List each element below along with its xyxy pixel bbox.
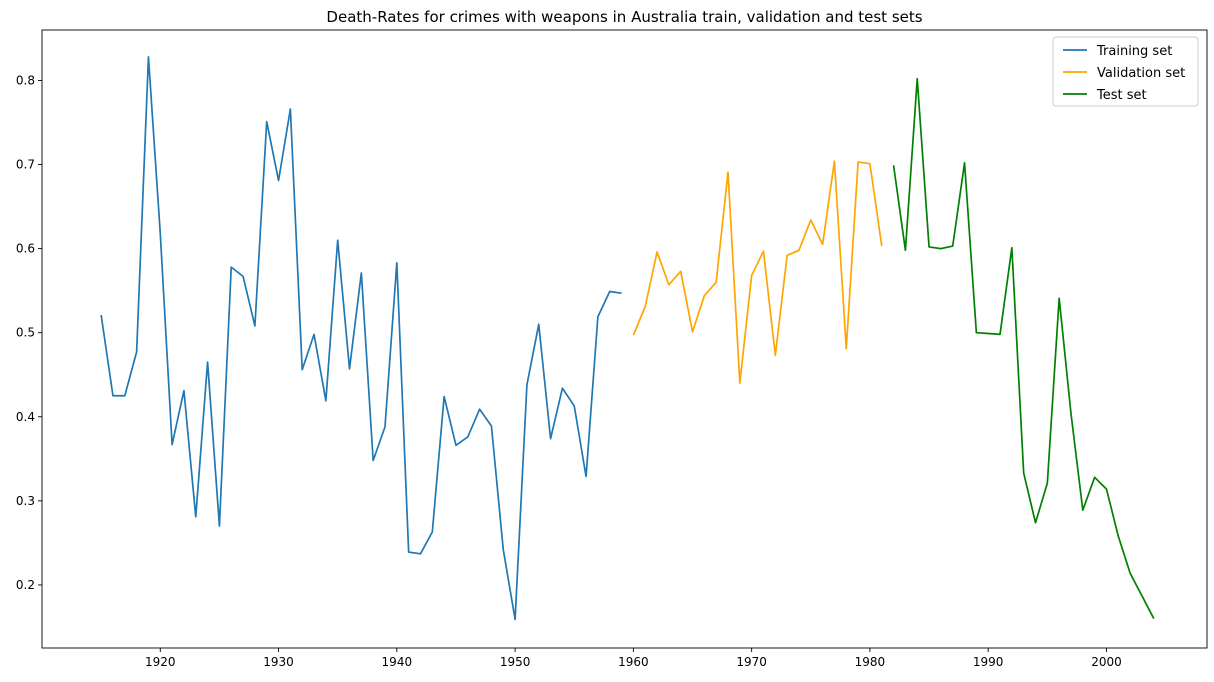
x-tick-label: 1920 xyxy=(145,655,176,669)
x-axis: 1920 1930 1940 1950 1960 1970 1980 1990 2000 xyxy=(145,648,1122,669)
y-axis: 0.2 0.3 0.4 0.5 0.6 0.7 0.8 xyxy=(16,73,42,592)
y-tick-label: 0.5 xyxy=(16,326,35,340)
plot-frame xyxy=(41,29,1208,649)
y-tick-label: 0.8 xyxy=(16,73,35,87)
y-tick-label: 0.3 xyxy=(16,494,35,508)
x-tick-label: 1930 xyxy=(263,655,294,669)
y-tick-label: 0.4 xyxy=(16,410,35,424)
y-tick-label: 0.7 xyxy=(16,158,35,172)
x-tick-label: 2000 xyxy=(1091,655,1122,669)
y-tick-label: 0.2 xyxy=(16,578,35,592)
chart-title: Death-Rates for crimes with weapons in A… xyxy=(326,8,922,26)
x-tick-label: 1970 xyxy=(736,655,767,669)
x-tick-label: 1940 xyxy=(382,655,413,669)
legend-box xyxy=(1052,36,1199,107)
x-tick-label: 1950 xyxy=(500,655,531,669)
series-line-0 xyxy=(100,56,622,621)
series-line-1 xyxy=(632,160,883,384)
legend-label-0: Training set xyxy=(1096,44,1172,59)
x-tick-label: 1990 xyxy=(973,655,1004,669)
legend: Training set Validation set Test set xyxy=(1052,36,1199,107)
legend-label-1: Validation set xyxy=(1097,66,1185,81)
x-tick-label: 1960 xyxy=(618,655,649,669)
legend-label-2: Test set xyxy=(1096,88,1147,103)
series-line-2 xyxy=(892,77,1155,619)
x-tick-label: 1980 xyxy=(855,655,886,669)
series-layer xyxy=(100,56,1155,621)
y-tick-label: 0.6 xyxy=(16,242,35,256)
